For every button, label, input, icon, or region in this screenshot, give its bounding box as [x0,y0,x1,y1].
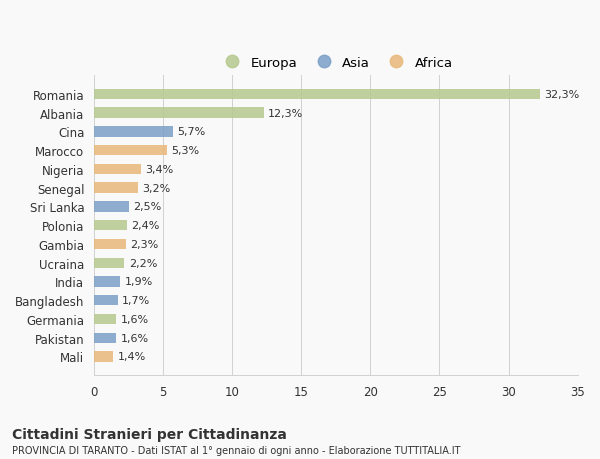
Legend: Europa, Asia, Africa: Europa, Asia, Africa [215,52,457,73]
Bar [94,277,121,287]
Bar [94,296,118,306]
Bar [94,108,264,118]
Text: Cittadini Stranieri per Cittadinanza: Cittadini Stranieri per Cittadinanza [12,427,287,441]
Text: 2,5%: 2,5% [133,202,161,212]
Text: 1,9%: 1,9% [124,277,153,287]
Bar [94,90,541,100]
Text: 1,6%: 1,6% [121,314,148,324]
Text: 32,3%: 32,3% [544,90,580,100]
Bar [94,164,141,174]
Text: 3,4%: 3,4% [145,164,173,174]
Bar [94,146,167,156]
Text: 5,7%: 5,7% [177,127,205,137]
Bar [94,314,116,325]
Bar [94,127,173,137]
Bar [94,220,127,231]
Text: 3,2%: 3,2% [142,183,170,193]
Text: 12,3%: 12,3% [268,108,304,118]
Text: 5,3%: 5,3% [172,146,200,156]
Text: PROVINCIA DI TARANTO - Dati ISTAT al 1° gennaio di ogni anno - Elaborazione TUTT: PROVINCIA DI TARANTO - Dati ISTAT al 1° … [12,445,461,455]
Text: 2,3%: 2,3% [130,240,158,249]
Bar [94,202,128,212]
Bar [94,239,126,250]
Bar [94,183,139,193]
Text: 2,4%: 2,4% [131,221,160,231]
Bar [94,352,113,362]
Text: 1,7%: 1,7% [122,296,150,306]
Text: 1,4%: 1,4% [118,352,146,362]
Text: 2,2%: 2,2% [128,258,157,268]
Bar [94,333,116,343]
Bar [94,258,124,268]
Text: 1,6%: 1,6% [121,333,148,343]
